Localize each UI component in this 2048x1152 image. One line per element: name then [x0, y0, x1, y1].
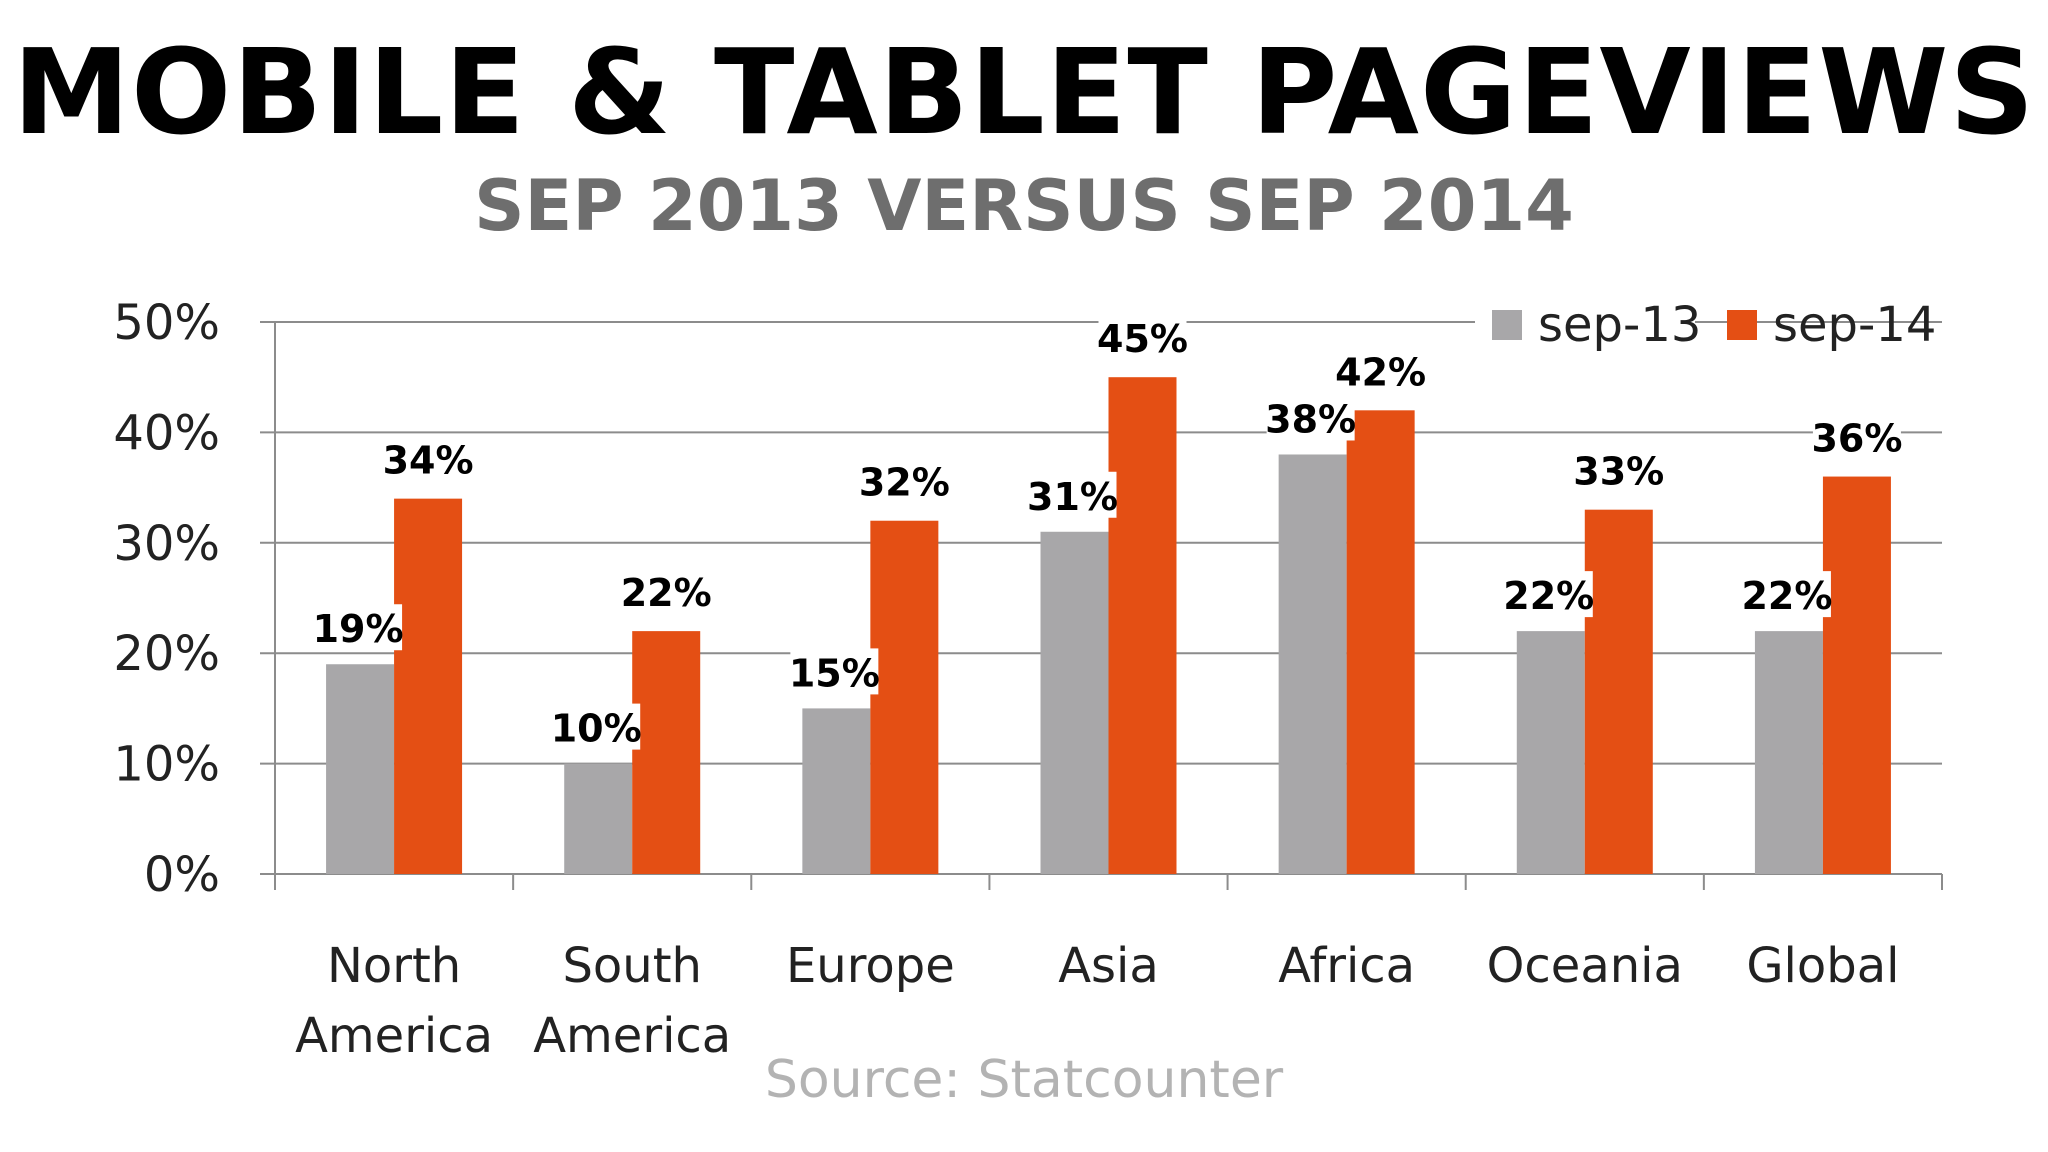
data-label-sep-14: 33% — [1573, 450, 1664, 494]
data-label-bg — [384, 435, 473, 482]
bar-sep-14 — [1584, 509, 1653, 874]
bar-sep-13 — [1278, 454, 1347, 874]
x-tick-label: Europe — [786, 938, 955, 994]
data-label-bg — [314, 604, 403, 651]
bar-sep-13 — [564, 763, 633, 874]
x-tick-label: Oceania — [1487, 938, 1683, 994]
x-tick-label: America — [533, 1008, 731, 1064]
y-tick-label: 20% — [113, 626, 220, 682]
data-label-bg — [1266, 394, 1355, 441]
bar-sep-13 — [326, 664, 395, 874]
chart-subtitle: SEP 2013 VERSUS SEP 2014 — [474, 165, 1574, 247]
x-tick-label: Asia — [1058, 938, 1159, 994]
data-label-bg — [1336, 347, 1425, 394]
legend-label-sep-13: sep-13 — [1538, 297, 1701, 353]
bar-sep-14 — [632, 631, 701, 874]
data-label-sep-14: 34% — [383, 439, 474, 483]
data-label-sep-13: 10% — [551, 707, 642, 751]
data-label-bg — [1574, 446, 1663, 493]
y-tick-label: 30% — [113, 516, 220, 572]
x-tick-label: Africa — [1278, 938, 1415, 994]
data-label-bg — [860, 457, 949, 504]
data-label-bg — [1504, 571, 1593, 618]
x-tick-label: Global — [1746, 938, 1899, 994]
bar-sep-13 — [802, 708, 871, 874]
data-label-bg — [1812, 413, 1901, 460]
data-label-sep-13: 31% — [1027, 475, 1118, 519]
data-label-sep-14: 32% — [859, 461, 950, 505]
data-label-sep-13: 15% — [789, 651, 880, 695]
data-label-bg — [552, 703, 641, 750]
bar-sep-14 — [1108, 377, 1177, 874]
data-label-bg — [1098, 314, 1187, 361]
data-label-sep-14: 36% — [1811, 417, 1902, 461]
legend-swatch-sep-14 — [1727, 310, 1757, 340]
bar-sep-14 — [1822, 476, 1891, 874]
data-label-bg — [1028, 471, 1117, 518]
data-label-sep-13: 22% — [1741, 574, 1832, 618]
y-tick-label: 10% — [113, 737, 220, 793]
data-label-sep-14: 22% — [621, 571, 712, 615]
data-label-sep-13: 22% — [1503, 574, 1594, 618]
x-tick-label: North — [327, 938, 461, 994]
x-tick-label: America — [295, 1008, 493, 1064]
x-tick-label: South — [562, 938, 702, 994]
bar-sep-13 — [1040, 531, 1109, 874]
data-label-bg — [1742, 571, 1831, 618]
data-label-sep-14: 42% — [1335, 350, 1426, 394]
bar-sep-14 — [870, 520, 939, 874]
legend-swatch-sep-13 — [1492, 310, 1522, 340]
y-tick-label: 50% — [113, 295, 220, 351]
bar-sep-14 — [1346, 410, 1415, 874]
bar-sep-14 — [394, 498, 463, 874]
y-tick-label: 0% — [144, 847, 220, 903]
bar-sep-13 — [1754, 631, 1823, 874]
data-label-bg — [622, 568, 711, 615]
bar-sep-13 — [1516, 631, 1585, 874]
data-label-bg — [790, 648, 879, 695]
data-label-sep-13: 19% — [313, 607, 404, 651]
data-label-sep-13: 38% — [1265, 397, 1356, 441]
legend-label-sep-14: sep-14 — [1773, 297, 1936, 353]
y-tick-label: 40% — [113, 405, 220, 461]
source-note: Source: Statcounter — [764, 1050, 1284, 1110]
chart-title: MOBILE & TABLET PAGEVIEWS — [12, 23, 2036, 161]
data-label-sep-14: 45% — [1097, 317, 1188, 361]
